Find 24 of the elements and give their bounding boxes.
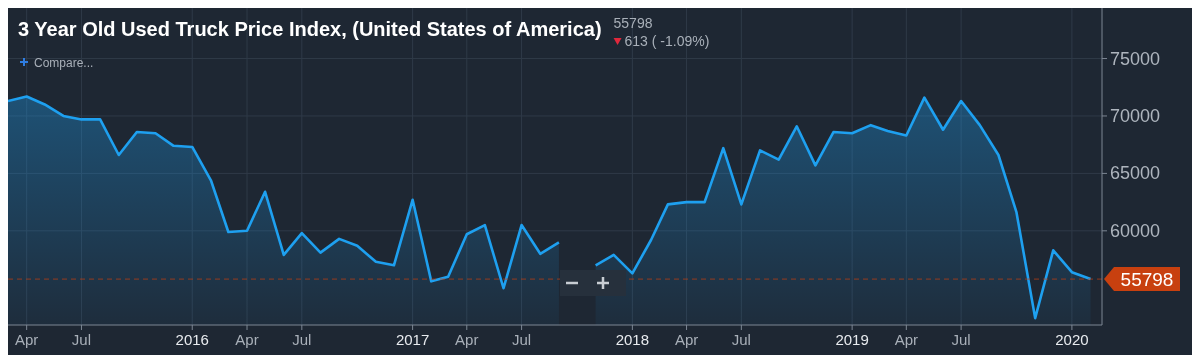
x-tick-label: Jul — [511, 331, 532, 348]
ref-line-label: 55798 — [1120, 269, 1174, 291]
x-tick-label: 2020 — [1055, 331, 1089, 348]
x-tick-label: Apr — [455, 331, 479, 348]
annotation: Compare... — [34, 56, 94, 70]
x-tick-label: Jul — [292, 331, 312, 348]
annotation: 55798 — [613, 15, 653, 31]
x-tick-label: Jul — [951, 331, 971, 348]
y-tick-label: 70000 — [1110, 105, 1161, 126]
x-tick-label: Jul — [71, 331, 92, 348]
annotation: 613 ( -1.09%) — [624, 33, 710, 49]
x-tick-label: 2016 — [175, 331, 209, 348]
y-tick-label: 75000 — [1110, 48, 1161, 69]
x-tick-label: Apr — [235, 331, 259, 348]
x-tick-label: 2018 — [615, 331, 650, 348]
x-tick-label: 2019 — [835, 331, 869, 348]
x-tick-label: Apr — [674, 331, 699, 348]
text: 3 Year Old Used Truck Price Index, (United States of America) — [18, 18, 602, 40]
x-tick-label: 2017 — [395, 331, 430, 348]
x-tick-label: Jul — [731, 331, 751, 348]
x-tick-label: Apr — [894, 331, 918, 348]
x-tick-label: Apr — [14, 331, 39, 348]
y-tick-label: 60000 — [1110, 220, 1161, 241]
y-tick-label: 65000 — [1110, 163, 1161, 184]
